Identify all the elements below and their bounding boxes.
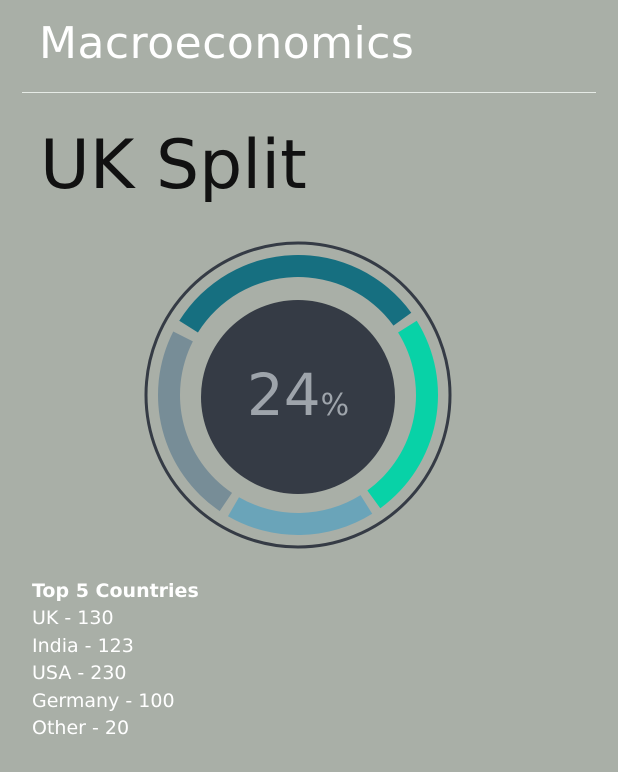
legend-title: Top 5 Countries: [32, 580, 199, 602]
chart-title: UK Split: [40, 126, 307, 205]
outer-ring: [144, 241, 452, 549]
legend-item-other: Other - 20: [32, 717, 130, 739]
legend-item-india: India - 123: [32, 634, 134, 657]
donut-segment-1: [179, 255, 412, 333]
legend: Top 5 Countries UK - 130 India - 123 USA…: [32, 578, 199, 743]
legend-item-germany: Germany - 100: [32, 689, 175, 712]
center-disc: [201, 300, 395, 494]
center-unit: %: [321, 388, 350, 423]
donut-segment-4: [158, 331, 233, 512]
center-value-label: 24%: [247, 361, 349, 429]
donut-segment-2: [367, 320, 438, 509]
header-title: Macroeconomics: [39, 18, 415, 69]
legend-item-uk: UK - 130: [32, 607, 114, 629]
donut-segment-3: [228, 495, 373, 535]
donut-segments: [158, 255, 438, 535]
header-divider: [22, 92, 596, 93]
legend-item-usa: USA - 230: [32, 662, 127, 684]
center-value: 24: [247, 361, 321, 429]
